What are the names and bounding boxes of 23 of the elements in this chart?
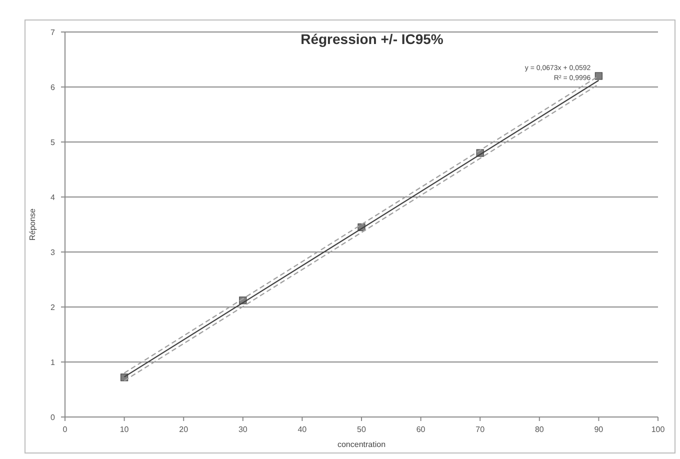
x-tick-label: 10 bbox=[120, 425, 130, 434]
point bbox=[594, 72, 602, 80]
chart-title: Régression +/- IC95% bbox=[300, 31, 444, 47]
x-tick-label: 70 bbox=[476, 425, 486, 434]
x-axis-title: concentration bbox=[337, 440, 386, 449]
x-tick-label: 80 bbox=[534, 425, 544, 434]
y-tick-label: 5 bbox=[50, 138, 56, 147]
y-tick-label: 6 bbox=[50, 83, 56, 92]
y-tick-label: 7 bbox=[50, 28, 56, 37]
x-tick-label: 0 bbox=[62, 425, 68, 434]
y-tick-label: 3 bbox=[50, 248, 56, 257]
x-tick-label: 30 bbox=[238, 425, 248, 434]
y-tick-label: 1 bbox=[50, 358, 56, 367]
y-tick-label: 2 bbox=[50, 303, 56, 312]
y-tick-label: 4 bbox=[50, 193, 56, 202]
x-tick-label: 50 bbox=[357, 425, 366, 434]
x-tick-label: 60 bbox=[416, 425, 426, 434]
x-tick-label: 40 bbox=[298, 425, 308, 434]
x-tick-label: 20 bbox=[179, 425, 189, 434]
x-tick-label: 90 bbox=[594, 425, 604, 434]
y-tick-label: 0 bbox=[50, 413, 56, 422]
x-tick-label: 100 bbox=[651, 425, 666, 434]
y-axis-title: Réponse bbox=[28, 208, 37, 241]
